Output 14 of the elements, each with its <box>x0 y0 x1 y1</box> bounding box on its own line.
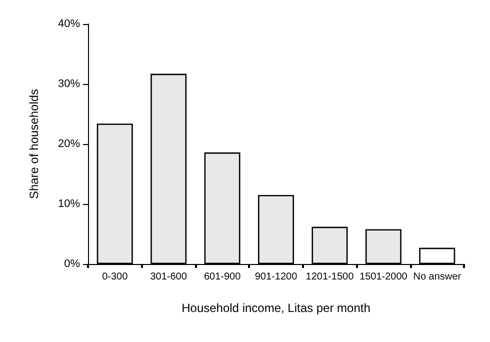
y-tick-label: 30% <box>58 78 80 90</box>
x-tick-label: 901-1200 <box>254 272 298 282</box>
x-tick-label: 1201-1500 <box>306 272 354 282</box>
y-axis-title: Share of households <box>27 88 41 200</box>
x-tick-label: 0-300 <box>102 272 128 282</box>
x-tick-label: 601-900 <box>204 272 242 282</box>
y-tick-label: 40% <box>58 18 80 30</box>
y-tick-label: 10% <box>58 198 80 210</box>
x-tick-label: No answer <box>413 272 462 282</box>
x-tick-label: 1501-2000 <box>360 272 408 282</box>
y-tick-label: 20% <box>58 138 80 150</box>
y-tick-label: 0% <box>64 258 80 270</box>
x-axis-title: Household income, Litas per month <box>182 301 370 315</box>
x-tick-label: 301-600 <box>150 272 188 282</box>
